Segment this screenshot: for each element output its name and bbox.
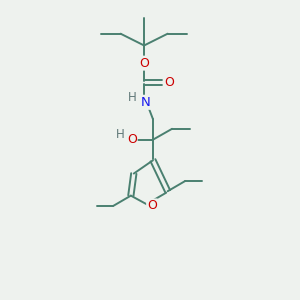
Text: N: N <box>141 96 151 109</box>
Text: O: O <box>127 133 137 146</box>
Text: H: H <box>128 92 137 104</box>
Text: H: H <box>116 128 124 141</box>
Text: O: O <box>147 200 157 212</box>
Text: O: O <box>164 76 174 89</box>
Text: O: O <box>139 57 149 70</box>
